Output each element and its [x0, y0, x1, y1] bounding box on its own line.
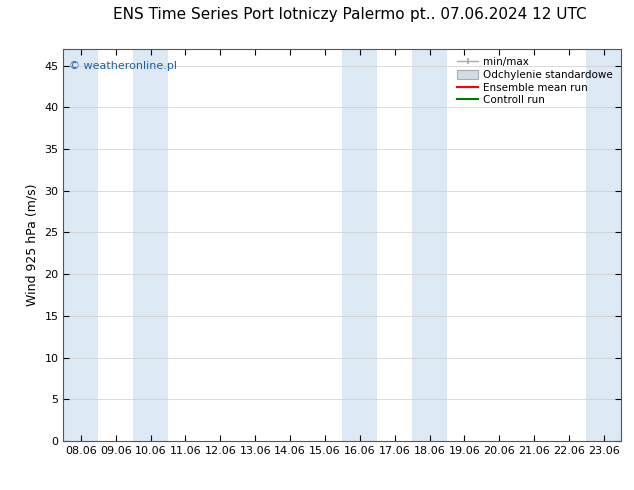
Y-axis label: Wind 925 hPa (m/s): Wind 925 hPa (m/s)	[26, 184, 39, 306]
Bar	[412, 49, 447, 441]
Text: © weatheronline.pl: © weatheronline.pl	[69, 61, 177, 71]
Bar	[133, 49, 168, 441]
Bar	[342, 49, 377, 441]
Bar	[586, 49, 621, 441]
Text: pt.. 07.06.2024 12 UTC: pt.. 07.06.2024 12 UTC	[410, 7, 587, 22]
Bar	[63, 49, 98, 441]
Legend: min/max, Odchylenie standardowe, Ensemble mean run, Controll run: min/max, Odchylenie standardowe, Ensembl…	[454, 54, 616, 108]
Text: ENS Time Series Port lotniczy Palermo: ENS Time Series Port lotniczy Palermo	[113, 7, 404, 22]
